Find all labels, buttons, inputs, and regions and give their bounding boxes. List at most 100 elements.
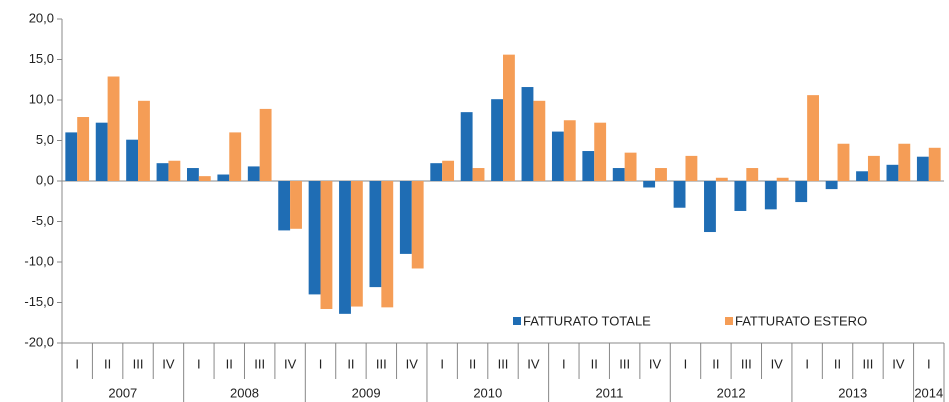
bar	[320, 181, 333, 309]
x-tick-label: I	[562, 356, 566, 371]
bar	[278, 181, 291, 231]
x-tick-label: IV	[406, 356, 419, 371]
x-tick-label: IV	[527, 356, 540, 371]
x-tick-label: I	[440, 356, 444, 371]
bar	[734, 181, 747, 211]
x-tick-label: III	[498, 356, 509, 371]
year-label: 2009	[352, 385, 381, 400]
x-tick-label: II	[104, 356, 111, 371]
x-tick-label: II	[591, 356, 598, 371]
legend-swatch	[513, 317, 521, 325]
bar	[764, 181, 777, 210]
bar	[825, 181, 838, 190]
bar	[776, 177, 789, 181]
bar	[928, 147, 941, 181]
y-tick-label: -20,0	[24, 334, 54, 349]
x-tick-label: IV	[649, 356, 662, 371]
x-tick-label: III	[619, 356, 630, 371]
bar	[308, 181, 321, 295]
bar	[533, 100, 546, 181]
bar	[217, 174, 230, 181]
x-tick-label: I	[319, 356, 323, 371]
bar	[460, 112, 473, 181]
bar	[685, 155, 698, 181]
bar	[138, 100, 150, 181]
bar	[95, 122, 108, 181]
y-tick-label: 20,0	[29, 10, 54, 25]
x-tick-label: II	[469, 356, 476, 371]
bar	[704, 181, 716, 233]
bar	[594, 122, 607, 181]
bar	[837, 143, 850, 181]
x-tick-label: III	[133, 356, 144, 371]
y-tick-label: 5,0	[36, 132, 54, 147]
bar	[442, 160, 455, 181]
bar	[229, 132, 242, 181]
bar	[916, 156, 929, 181]
x-tick-label: I	[927, 356, 931, 371]
bar	[886, 164, 899, 181]
x-tick-label: I	[684, 356, 688, 371]
x-tick-label: III	[863, 356, 874, 371]
legend-label: FATTURATO TOTALE	[523, 313, 651, 328]
y-tick-label: 0,0	[36, 172, 54, 187]
bar	[187, 168, 199, 181]
bar	[77, 117, 90, 181]
x-tick-label: II	[712, 356, 719, 371]
y-tick-label: -5,0	[32, 213, 54, 228]
bar	[898, 143, 911, 181]
bar	[247, 166, 260, 181]
bar	[430, 163, 443, 181]
year-label: 2013	[838, 385, 867, 400]
bar	[259, 108, 272, 181]
x-tick-label: II	[347, 356, 354, 371]
bar	[168, 160, 181, 181]
bar	[198, 176, 211, 181]
x-tick-label: III	[376, 356, 387, 371]
bar	[521, 87, 534, 181]
bar	[551, 131, 564, 181]
x-tick-label: IV	[771, 356, 784, 371]
bar	[350, 181, 363, 307]
bar	[399, 181, 412, 254]
x-tick-label: I	[75, 356, 79, 371]
bar	[563, 120, 576, 181]
bar	[411, 181, 424, 269]
year-label: 2008	[230, 385, 259, 400]
x-tick-label: III	[254, 356, 265, 371]
x-tick-label: II	[226, 356, 233, 371]
legend-label: FATTURATO ESTERO	[735, 313, 867, 328]
bar	[107, 76, 120, 181]
bar	[339, 181, 351, 314]
x-tick-label: III	[741, 356, 752, 371]
bar	[65, 132, 78, 181]
bar	[381, 181, 394, 308]
bar	[369, 181, 382, 288]
bar	[746, 168, 759, 181]
y-tick-label: -15,0	[24, 294, 54, 309]
y-tick-label: 10,0	[29, 91, 54, 106]
bar	[624, 152, 637, 181]
x-tick-label: I	[197, 356, 201, 371]
y-tick-label: -10,0	[24, 253, 54, 268]
year-label: 2007	[108, 385, 137, 400]
year-label: 2011	[595, 385, 623, 400]
bar	[290, 181, 302, 229]
bar	[867, 155, 880, 181]
x-tick-label: IV	[892, 356, 905, 371]
bar	[715, 177, 728, 181]
bar	[795, 181, 808, 203]
x-tick-label: II	[834, 356, 841, 371]
bar	[655, 168, 667, 181]
year-label: 2014	[914, 385, 943, 400]
bar	[856, 171, 868, 181]
bar	[582, 151, 595, 181]
bar	[156, 163, 169, 181]
bar	[491, 99, 503, 181]
bar	[472, 168, 485, 181]
y-tick-label: 15,0	[29, 51, 54, 66]
bar	[807, 95, 819, 181]
bar	[643, 181, 656, 188]
x-tick-label: IV	[284, 356, 297, 371]
year-label: 2010	[473, 385, 502, 400]
